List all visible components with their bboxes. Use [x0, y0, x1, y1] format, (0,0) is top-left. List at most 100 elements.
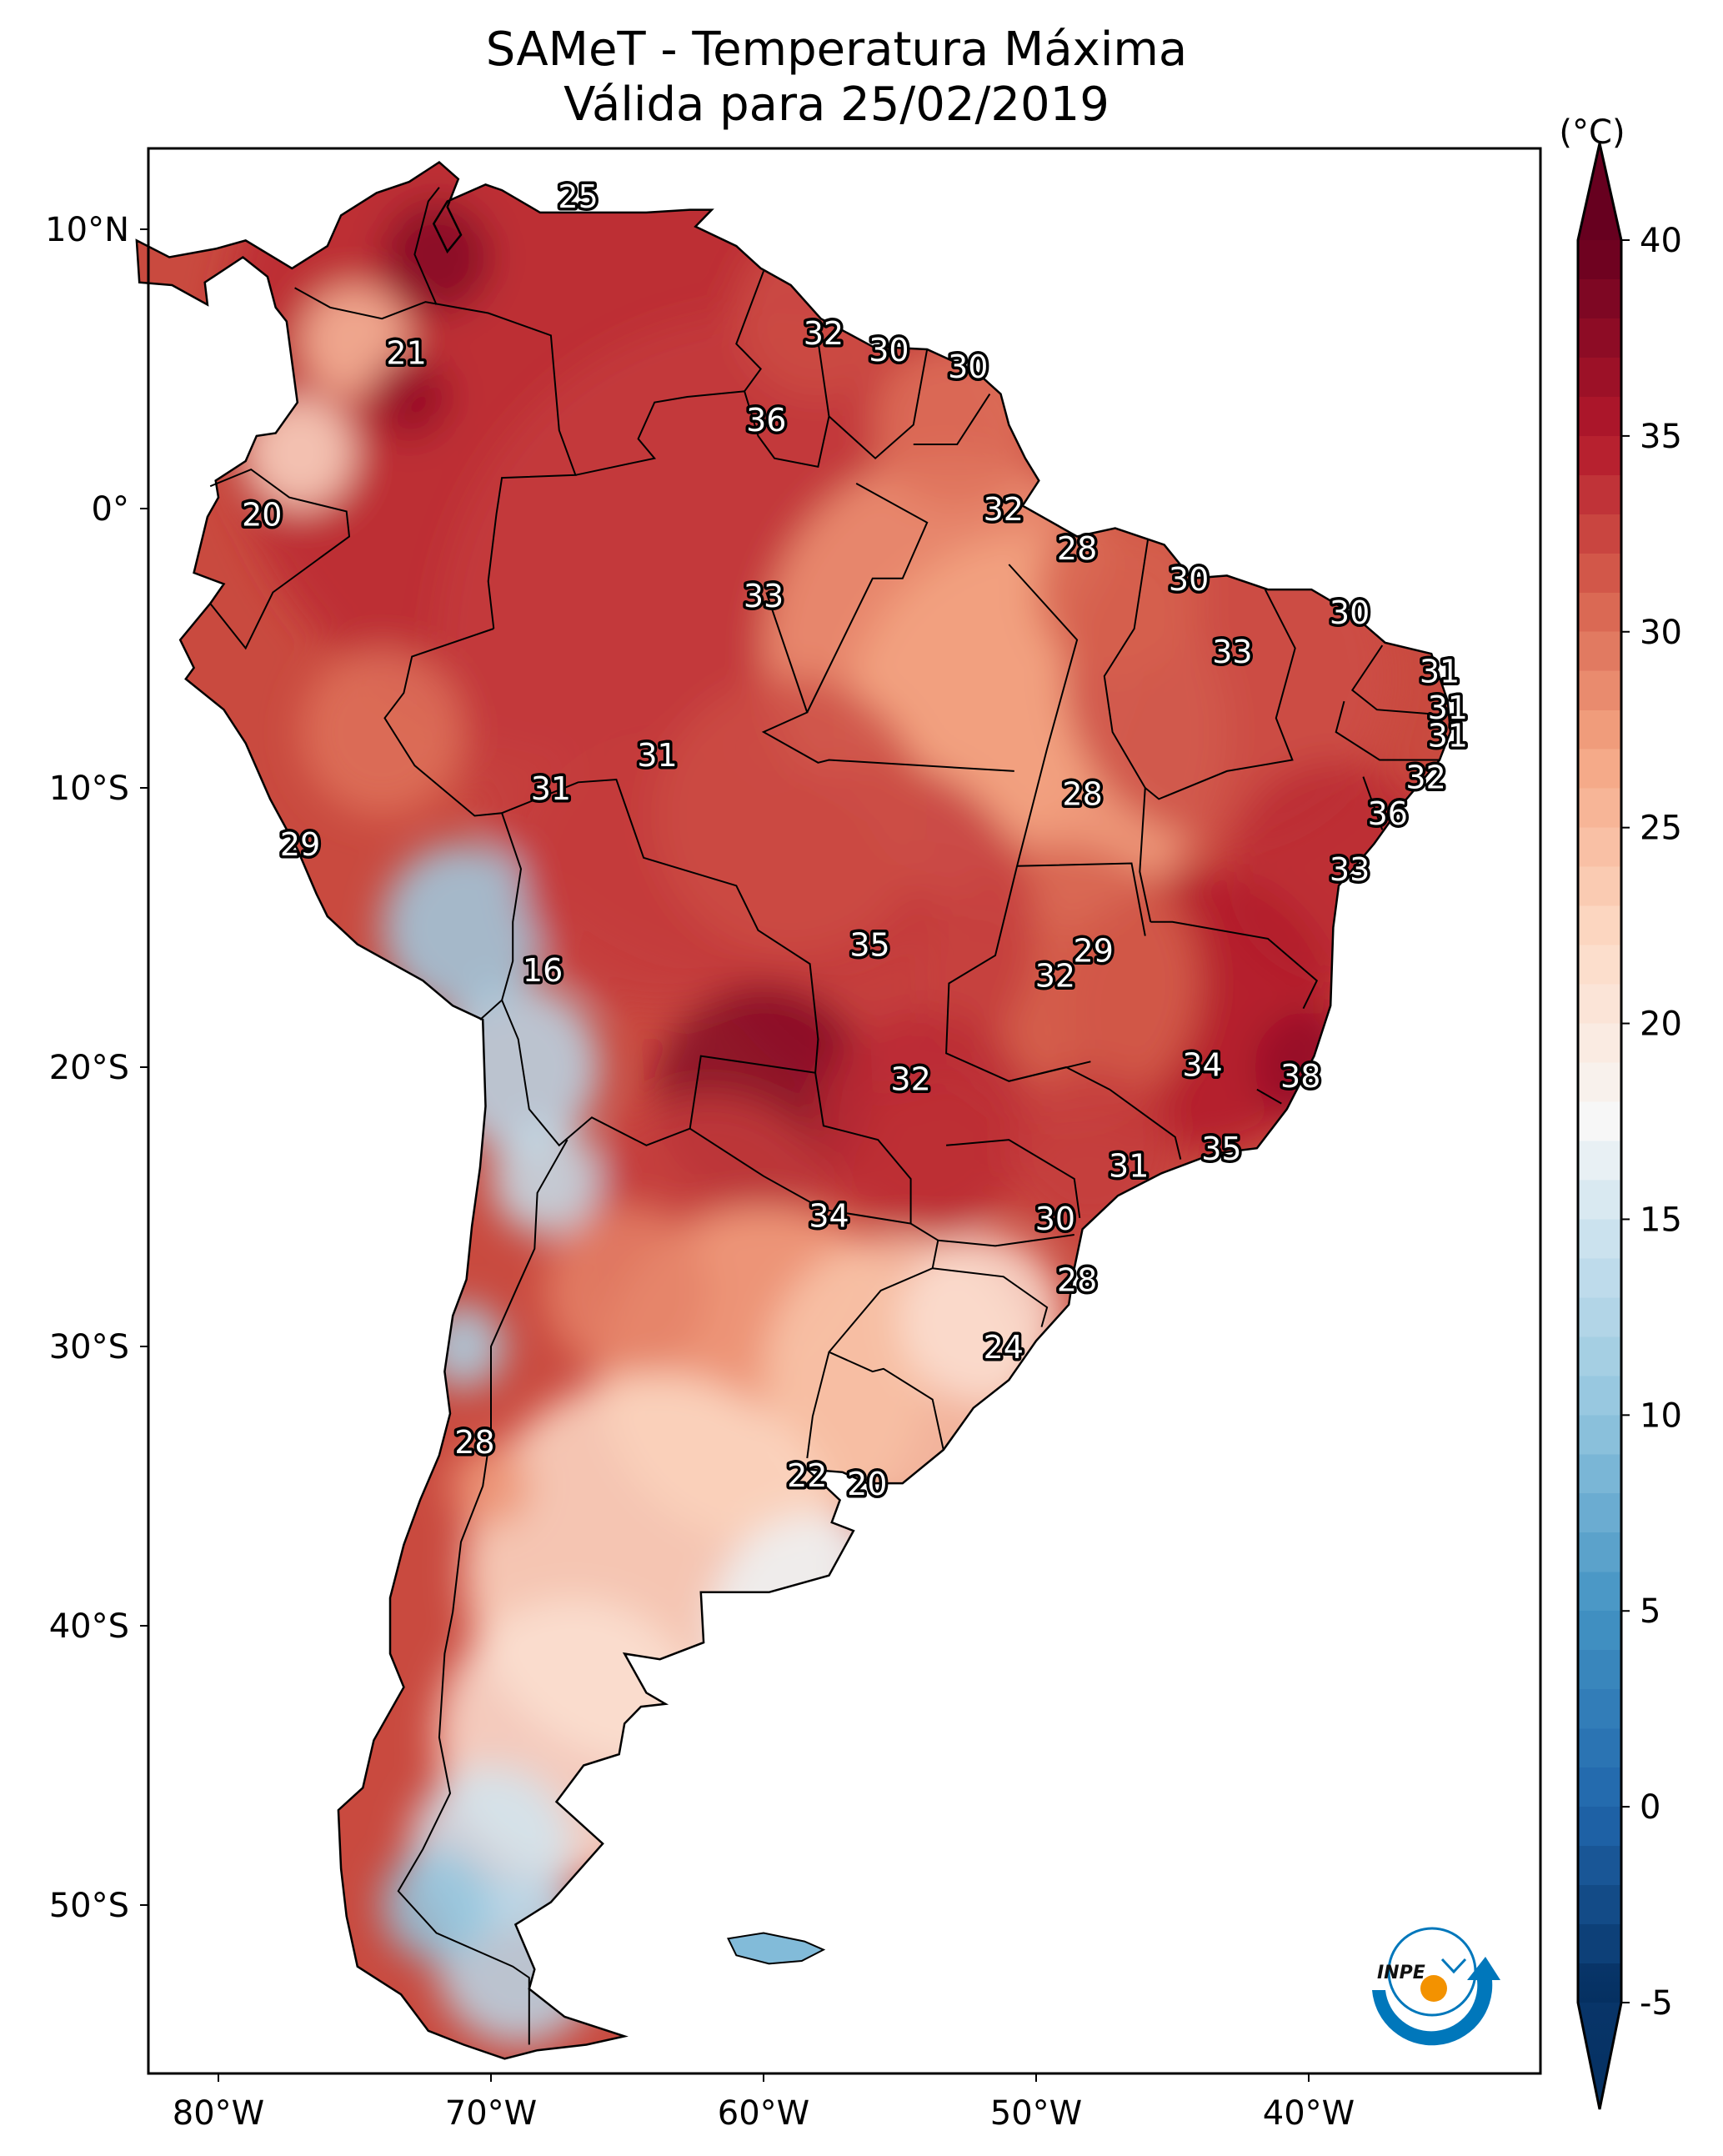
colorbar-tick-label: 25	[1640, 810, 1682, 848]
station-value-label: 32	[984, 491, 1024, 528]
colorbar-body	[1576, 143, 1623, 2110]
border-line	[1335, 700, 1440, 761]
station-value-label: 30	[869, 332, 909, 369]
temperature-blob	[382, 844, 546, 1011]
y-tick-label: 20°S	[49, 1049, 129, 1087]
station-value-label: 31	[1109, 1147, 1149, 1184]
border-line	[1017, 862, 1146, 936]
chart-title: SAMeT - Temperatura Máxima	[485, 23, 1188, 77]
colorbar-tick-label: 35	[1640, 418, 1682, 456]
y-tick-label: 10°N	[45, 211, 129, 249]
station-value-label: 25	[558, 178, 598, 215]
station-value-label: 31	[637, 737, 677, 774]
station-value-label: 31	[1428, 689, 1468, 726]
station-value-label: 34	[1182, 1047, 1222, 1084]
border-line	[1362, 776, 1384, 830]
station-value-label: 22	[787, 1457, 827, 1494]
border-line	[383, 628, 523, 1020]
border-line	[806, 483, 929, 713]
border-line	[1256, 1088, 1282, 1105]
station-value-label: 35	[849, 927, 889, 964]
station-value-label: 32	[1035, 957, 1075, 994]
x-axis-ticks: 80°W 70°W 60°W 50°W 40°W	[173, 2073, 1355, 2133]
border-line	[828, 348, 929, 460]
border-line	[1009, 1065, 1182, 1160]
border-line	[938, 1234, 1074, 1247]
border-line	[689, 1072, 912, 1225]
border-line	[744, 340, 830, 468]
logo-sun-icon	[1420, 1975, 1447, 2002]
logo-orbit-icon	[1387, 1927, 1477, 2017]
station-value-label: 31	[1420, 653, 1460, 689]
map-frame	[147, 147, 1542, 2075]
border-line	[761, 592, 1014, 772]
border-line	[829, 1351, 944, 1451]
station-value-label: 28	[454, 1424, 494, 1461]
colorbar-tick-label: 10	[1640, 1396, 1682, 1435]
y-axis-ticks: 10°N 0° 10°S 20°S 30°S 40°S 50°S	[45, 211, 148, 1925]
border-line	[1103, 539, 1152, 923]
x-tick-label: 60°W	[718, 2094, 809, 2133]
station-value-label: 35	[1201, 1131, 1241, 1167]
temperature-blob	[654, 676, 928, 955]
temperature-blob	[1036, 509, 1200, 676]
y-tick-label: 10°S	[49, 770, 129, 808]
colorbar-ticks: 40 35 30 25 20 15 10 5 0 -5	[1621, 222, 1682, 2023]
y-tick-label: 50°S	[49, 1887, 129, 1925]
border-line	[913, 394, 991, 445]
station-value-label: 34	[809, 1198, 849, 1235]
border-line	[1144, 589, 1296, 800]
x-tick-label: 50°W	[990, 2094, 1082, 2133]
border-line	[946, 1139, 1081, 1219]
station-value-label: 29	[1074, 932, 1114, 969]
border-line	[945, 564, 1091, 1082]
colorbar-unit-label: (°C)	[1559, 113, 1625, 152]
station-value-label: 36	[1368, 795, 1408, 832]
border-line	[413, 187, 440, 305]
station-value-label: 38	[1280, 1058, 1320, 1095]
colorbar-tick-label: 15	[1640, 1201, 1682, 1239]
temperature-blob	[818, 1011, 1036, 1235]
x-tick-label: 40°W	[1263, 2094, 1355, 2133]
station-value-label: 31	[531, 770, 571, 807]
country-state-borders	[209, 187, 1448, 2045]
x-tick-label: 80°W	[173, 2094, 264, 2133]
falkland-islands	[727, 1932, 826, 1965]
colorbar-tick-label: -5	[1640, 1984, 1673, 2023]
logo-ring-icon	[1372, 1957, 1500, 2046]
station-value-label: 31	[1428, 717, 1468, 754]
border-line	[397, 1139, 568, 2045]
temperature-blob	[449, 1444, 533, 1528]
temperature-blob	[545, 1206, 709, 1375]
y-tick-label: 40°S	[49, 1607, 129, 1646]
border-line	[1150, 920, 1319, 1010]
border-line	[1350, 644, 1448, 716]
station-value-label: 33	[744, 578, 784, 614]
station-value-label: 28	[1057, 1262, 1097, 1299]
temperature-blob	[382, 1849, 491, 1961]
temperature-blob	[382, 201, 491, 313]
temperature-blob	[368, 354, 450, 439]
temperature-blob	[300, 648, 464, 816]
station-value-label: 20	[847, 1466, 887, 1502]
colorbar-tick-label: 5	[1640, 1592, 1660, 1631]
station-value-label: 30	[1035, 1201, 1075, 1237]
border-line	[294, 287, 577, 629]
x-tick-label: 70°W	[445, 2094, 537, 2133]
station-value-label: 29	[280, 826, 320, 863]
y-tick-label: 30°S	[49, 1328, 129, 1366]
colorbar: (°C) 40 35 30 25 20 15 10 5 0 -5	[1559, 113, 1682, 2110]
station-value-label: 32	[890, 1060, 930, 1097]
y-tick-label: 0°	[92, 490, 129, 529]
station-value-label: 30	[948, 348, 988, 385]
colorbar-tick-label: 0	[1640, 1788, 1660, 1827]
station-value-label: 32	[804, 315, 844, 352]
station-value-label: 33	[1330, 851, 1370, 888]
colorbar-tick-label: 30	[1640, 614, 1682, 652]
station-value-label: 28	[1057, 530, 1097, 567]
border-line	[575, 270, 764, 476]
chart-subtitle: Válida para 25/02/2019	[563, 78, 1109, 132]
colorbar-tick-label: 40	[1640, 222, 1682, 260]
